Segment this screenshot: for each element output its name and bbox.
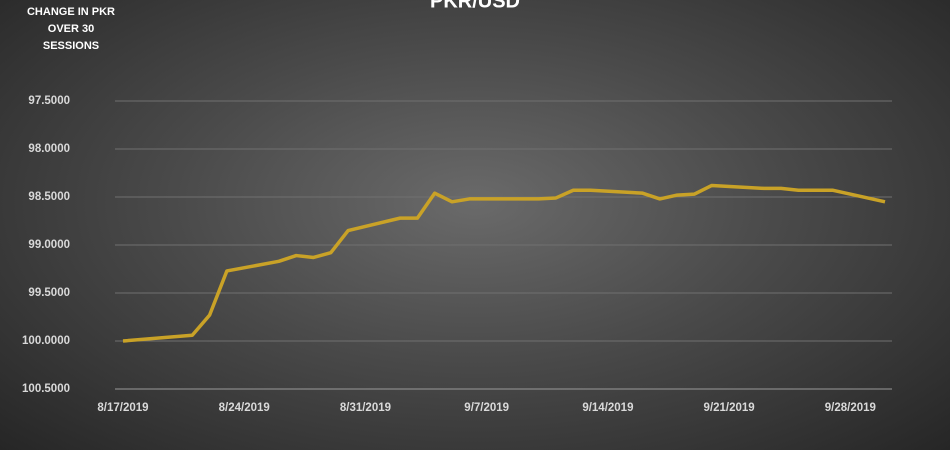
y-tick-label: 98.0000: [28, 143, 70, 155]
x-tick-label: 9/7/2019: [464, 402, 509, 414]
y-tick-label: 99.5000: [28, 287, 70, 299]
y-axis-label: CHANGE IN PKR OVER 30 SESSIONS: [26, 6, 115, 52]
x-tick-label: 9/28/2019: [825, 402, 876, 414]
x-tick-label: 9/21/2019: [704, 402, 755, 414]
x-tick-label: 8/31/2019: [340, 402, 391, 414]
x-tick-label: 8/17/2019: [97, 402, 148, 414]
x-tick-label: 8/24/2019: [219, 402, 270, 414]
line-series: [122, 183, 886, 343]
y-tick-label: 100.0000: [22, 335, 70, 347]
y-tick-label: 100.5000: [22, 383, 70, 395]
y-tick-label: 99.0000: [28, 239, 70, 251]
x-tick-label: 9/14/2019: [582, 402, 633, 414]
y-tick-label: 98.5000: [28, 191, 70, 203]
chart-title: PKR/USD: [430, 0, 520, 12]
y-tick-label: 97.5000: [28, 95, 70, 107]
